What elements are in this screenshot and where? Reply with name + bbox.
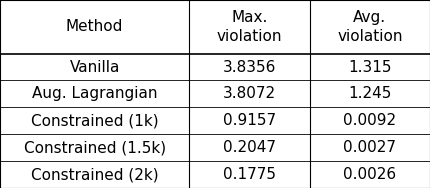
Text: 0.0092: 0.0092 xyxy=(343,113,396,128)
Text: 0.2047: 0.2047 xyxy=(223,140,276,155)
Text: 0.9157: 0.9157 xyxy=(223,113,276,128)
Text: Aug. Lagrangian: Aug. Lagrangian xyxy=(32,86,157,101)
Text: Constrained (1k): Constrained (1k) xyxy=(31,113,158,128)
Text: Vanilla: Vanilla xyxy=(69,60,120,74)
Text: 1.315: 1.315 xyxy=(348,60,392,74)
Text: Method: Method xyxy=(66,19,123,34)
Text: 1.245: 1.245 xyxy=(348,86,391,101)
Text: Max.
violation: Max. violation xyxy=(217,10,282,44)
Text: 0.1775: 0.1775 xyxy=(223,167,276,182)
Text: 0.0027: 0.0027 xyxy=(343,140,396,155)
Text: Constrained (2k): Constrained (2k) xyxy=(31,167,158,182)
Text: Avg.
violation: Avg. violation xyxy=(337,10,402,44)
Text: 0.0026: 0.0026 xyxy=(343,167,396,182)
Text: 3.8356: 3.8356 xyxy=(223,60,276,74)
Text: 3.8072: 3.8072 xyxy=(223,86,276,101)
Text: Constrained (1.5k): Constrained (1.5k) xyxy=(24,140,166,155)
